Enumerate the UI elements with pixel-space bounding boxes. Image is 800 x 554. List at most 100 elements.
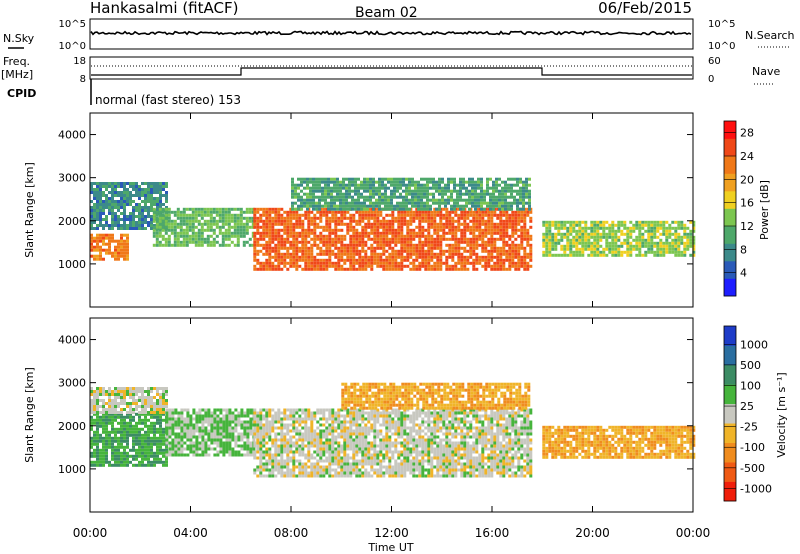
heatmap-cell xyxy=(135,185,138,188)
heatmap-cell xyxy=(144,415,147,419)
heatmap-cell xyxy=(248,219,252,223)
heatmap-cell xyxy=(256,420,260,424)
heatmap-cell xyxy=(581,232,585,236)
heatmap-cell xyxy=(409,261,413,265)
heatmap-cell xyxy=(294,192,297,196)
heatmap-cell xyxy=(420,183,423,187)
heatmap-cell xyxy=(343,252,347,256)
heatmap-cell xyxy=(90,408,93,411)
heatmap-cell xyxy=(384,198,387,202)
heatmap-cell xyxy=(222,420,226,424)
heatmap-cell xyxy=(417,183,420,187)
heatmap-cell xyxy=(159,396,162,399)
heatmap-cell xyxy=(295,429,299,433)
heatmap-cell xyxy=(662,247,666,251)
heatmap-cell xyxy=(216,417,220,421)
heatmap-cell xyxy=(228,453,232,457)
heatmap-cell xyxy=(96,448,99,452)
heatmap-cell xyxy=(394,264,398,268)
heatmap-cell xyxy=(514,210,518,214)
heatmap-cell xyxy=(105,218,108,221)
heatmap-cell xyxy=(141,427,144,431)
heatmap-cell xyxy=(191,213,195,217)
heatmap-cell xyxy=(155,210,159,214)
heatmap-cell xyxy=(240,444,244,448)
heatmap-cell xyxy=(444,186,447,190)
heatmap-cell xyxy=(644,253,648,257)
heatmap-cell xyxy=(653,223,657,227)
heatmap-cell xyxy=(191,231,195,235)
heatmap-cell xyxy=(514,261,518,265)
heatmap-cell xyxy=(132,430,135,434)
heatmap-cell xyxy=(366,195,369,199)
heatmap-cell xyxy=(262,219,266,223)
heatmap-cell xyxy=(415,207,419,211)
heatmap-cell xyxy=(99,451,102,455)
heatmap-cell xyxy=(590,220,594,224)
heatmap-cell xyxy=(102,191,105,194)
heatmap-cell xyxy=(587,238,591,242)
heatmap-cell xyxy=(195,429,199,433)
heatmap-cell xyxy=(647,247,651,251)
heatmap-cell xyxy=(111,436,114,440)
heatmap-cell xyxy=(475,240,479,244)
heatmap-cell xyxy=(623,238,627,242)
heatmap-cell xyxy=(221,210,225,214)
heatmap-cell xyxy=(173,234,177,238)
heatmap-cell xyxy=(439,225,443,229)
heatmap-cell xyxy=(451,258,455,262)
heatmap-cell xyxy=(575,220,579,224)
heatmap-cell xyxy=(611,229,615,233)
heatmap-cell xyxy=(602,247,606,251)
heatmap-cell xyxy=(411,189,414,193)
heatmap-cell xyxy=(268,240,272,244)
heatmap-cell xyxy=(394,261,398,265)
heatmap-cell xyxy=(123,197,126,200)
heatmap-cell xyxy=(483,207,486,211)
y-tick-label: 1000 xyxy=(58,258,86,271)
heatmap-cell xyxy=(375,186,378,190)
heatmap-cell xyxy=(397,261,401,265)
heatmap-cell xyxy=(331,219,335,223)
heatmap-cell xyxy=(162,405,165,408)
heatmap-cell xyxy=(126,424,129,428)
heatmap-cell xyxy=(303,180,306,184)
heatmap-cell xyxy=(210,414,214,418)
heatmap-cell xyxy=(129,390,132,393)
heatmap-cell xyxy=(578,250,582,254)
heatmap-cell xyxy=(135,387,138,390)
heatmap-cell xyxy=(141,221,144,224)
heatmap-cell xyxy=(274,228,278,232)
heatmap-cell xyxy=(382,219,386,223)
heatmap-cell xyxy=(358,252,362,256)
heatmap-cell xyxy=(423,204,426,208)
heatmap-cell xyxy=(435,189,438,193)
heatmap-cell xyxy=(328,222,332,226)
heatmap-cell xyxy=(399,180,402,184)
heatmap-cell xyxy=(481,219,485,223)
heatmap-cell xyxy=(448,246,452,250)
heatmap-cell xyxy=(635,238,639,242)
heatmap-cell xyxy=(333,180,336,184)
heatmap-cell xyxy=(292,258,296,262)
heatmap-cell xyxy=(587,241,591,245)
heatmap-cell xyxy=(164,216,168,220)
heatmap-cell xyxy=(421,234,425,238)
heatmap-cell xyxy=(457,228,461,232)
heatmap-cell xyxy=(454,231,458,235)
heatmap-cell xyxy=(111,215,114,218)
heatmap-cell xyxy=(295,447,299,451)
heatmap-cell xyxy=(444,201,447,205)
heatmap-cell xyxy=(138,203,141,206)
heatmap-cell xyxy=(325,234,329,238)
heatmap-cell xyxy=(312,207,315,211)
heatmap-cell xyxy=(376,234,380,238)
heatmap-cell xyxy=(213,408,217,412)
heatmap-cell xyxy=(318,204,321,208)
heatmap-cell xyxy=(170,222,174,226)
heatmap-cell xyxy=(511,246,515,250)
heatmap-cell xyxy=(545,238,549,242)
heatmap-cell xyxy=(297,198,300,202)
heatmap-cell xyxy=(472,231,476,235)
heatmap-cell xyxy=(165,405,168,408)
